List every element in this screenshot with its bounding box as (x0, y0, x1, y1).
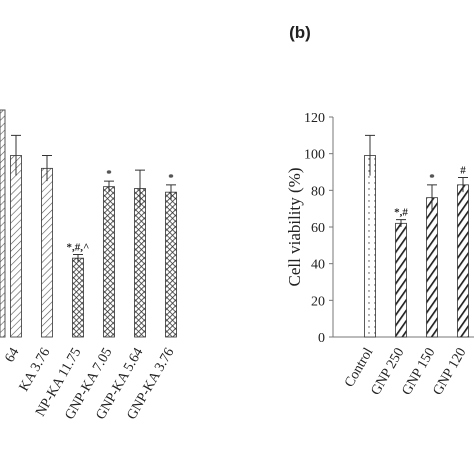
bar (134, 188, 146, 338)
y-tick-label: 100 (304, 148, 325, 163)
error-bar (42, 155, 52, 182)
error-bar (11, 134, 21, 176)
error-bar (73, 254, 83, 262)
significance-marker: # (460, 165, 466, 177)
error-bar (458, 177, 468, 193)
bar (395, 222, 407, 338)
bar (103, 186, 115, 338)
significance-marker: * (429, 172, 435, 184)
significance-marker: *,# (394, 207, 408, 219)
y-tick-label: 80 (311, 184, 325, 199)
y-tick-label: 0 (318, 331, 325, 346)
y-tick-label: 120 (304, 111, 325, 126)
error-bar (166, 184, 176, 200)
y-tick-label: 20 (311, 294, 325, 309)
panel-label: (b) (289, 23, 311, 42)
significance-marker: *,#,^ (67, 242, 90, 254)
x-tick-label: Control (342, 345, 376, 390)
bar (165, 191, 177, 338)
y-tick-label: 60 (311, 221, 325, 236)
bar-fragment (0, 109, 6, 338)
error-bar (104, 180, 114, 193)
bar (426, 197, 438, 338)
y-tick-label: 40 (311, 258, 325, 273)
bar (72, 257, 84, 338)
x-tick-label: 64 (2, 346, 22, 366)
error-bar (365, 134, 375, 176)
bar (41, 167, 53, 338)
error-bar (427, 184, 437, 211)
error-bar (135, 169, 145, 207)
bar (364, 155, 376, 338)
significance-marker: * (168, 172, 174, 184)
bar (457, 184, 469, 338)
error-bar (396, 219, 406, 227)
bar (10, 155, 22, 338)
significance-marker: * (106, 168, 112, 180)
y-axis-label: Cell viability (%) (285, 168, 304, 287)
